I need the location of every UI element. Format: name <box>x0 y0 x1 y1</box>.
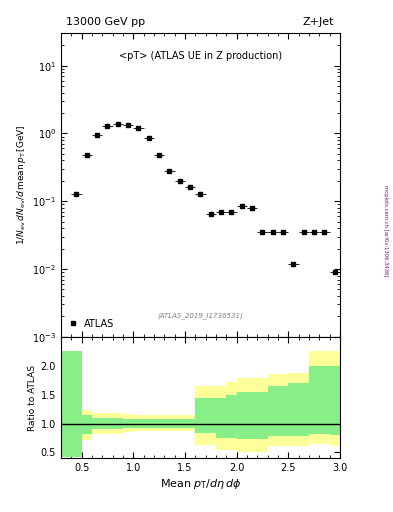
Text: 13000 GeV pp: 13000 GeV pp <box>66 17 146 27</box>
Text: Z+Jet: Z+Jet <box>303 17 334 27</box>
Text: (ATLAS_2019_I1736531): (ATLAS_2019_I1736531) <box>158 312 243 318</box>
Y-axis label: Ratio to ATLAS: Ratio to ATLAS <box>28 365 37 431</box>
Text: <pT> (ATLAS UE in Z production): <pT> (ATLAS UE in Z production) <box>119 52 282 61</box>
Text: mcplots.cern.ch [arXiv:1306.3436]: mcplots.cern.ch [arXiv:1306.3436] <box>383 185 388 276</box>
Legend: ATLAS: ATLAS <box>66 316 118 332</box>
Y-axis label: $1/N_\mathrm{ev}\,dN_\mathrm{ev}/d\,\mathrm{mean}\,p_\mathrm{T}\,[\mathrm{GeV}]$: $1/N_\mathrm{ev}\,dN_\mathrm{ev}/d\,\mat… <box>15 125 28 245</box>
X-axis label: Mean $p_\mathrm{T}/d\eta\,d\phi$: Mean $p_\mathrm{T}/d\eta\,d\phi$ <box>160 477 241 492</box>
